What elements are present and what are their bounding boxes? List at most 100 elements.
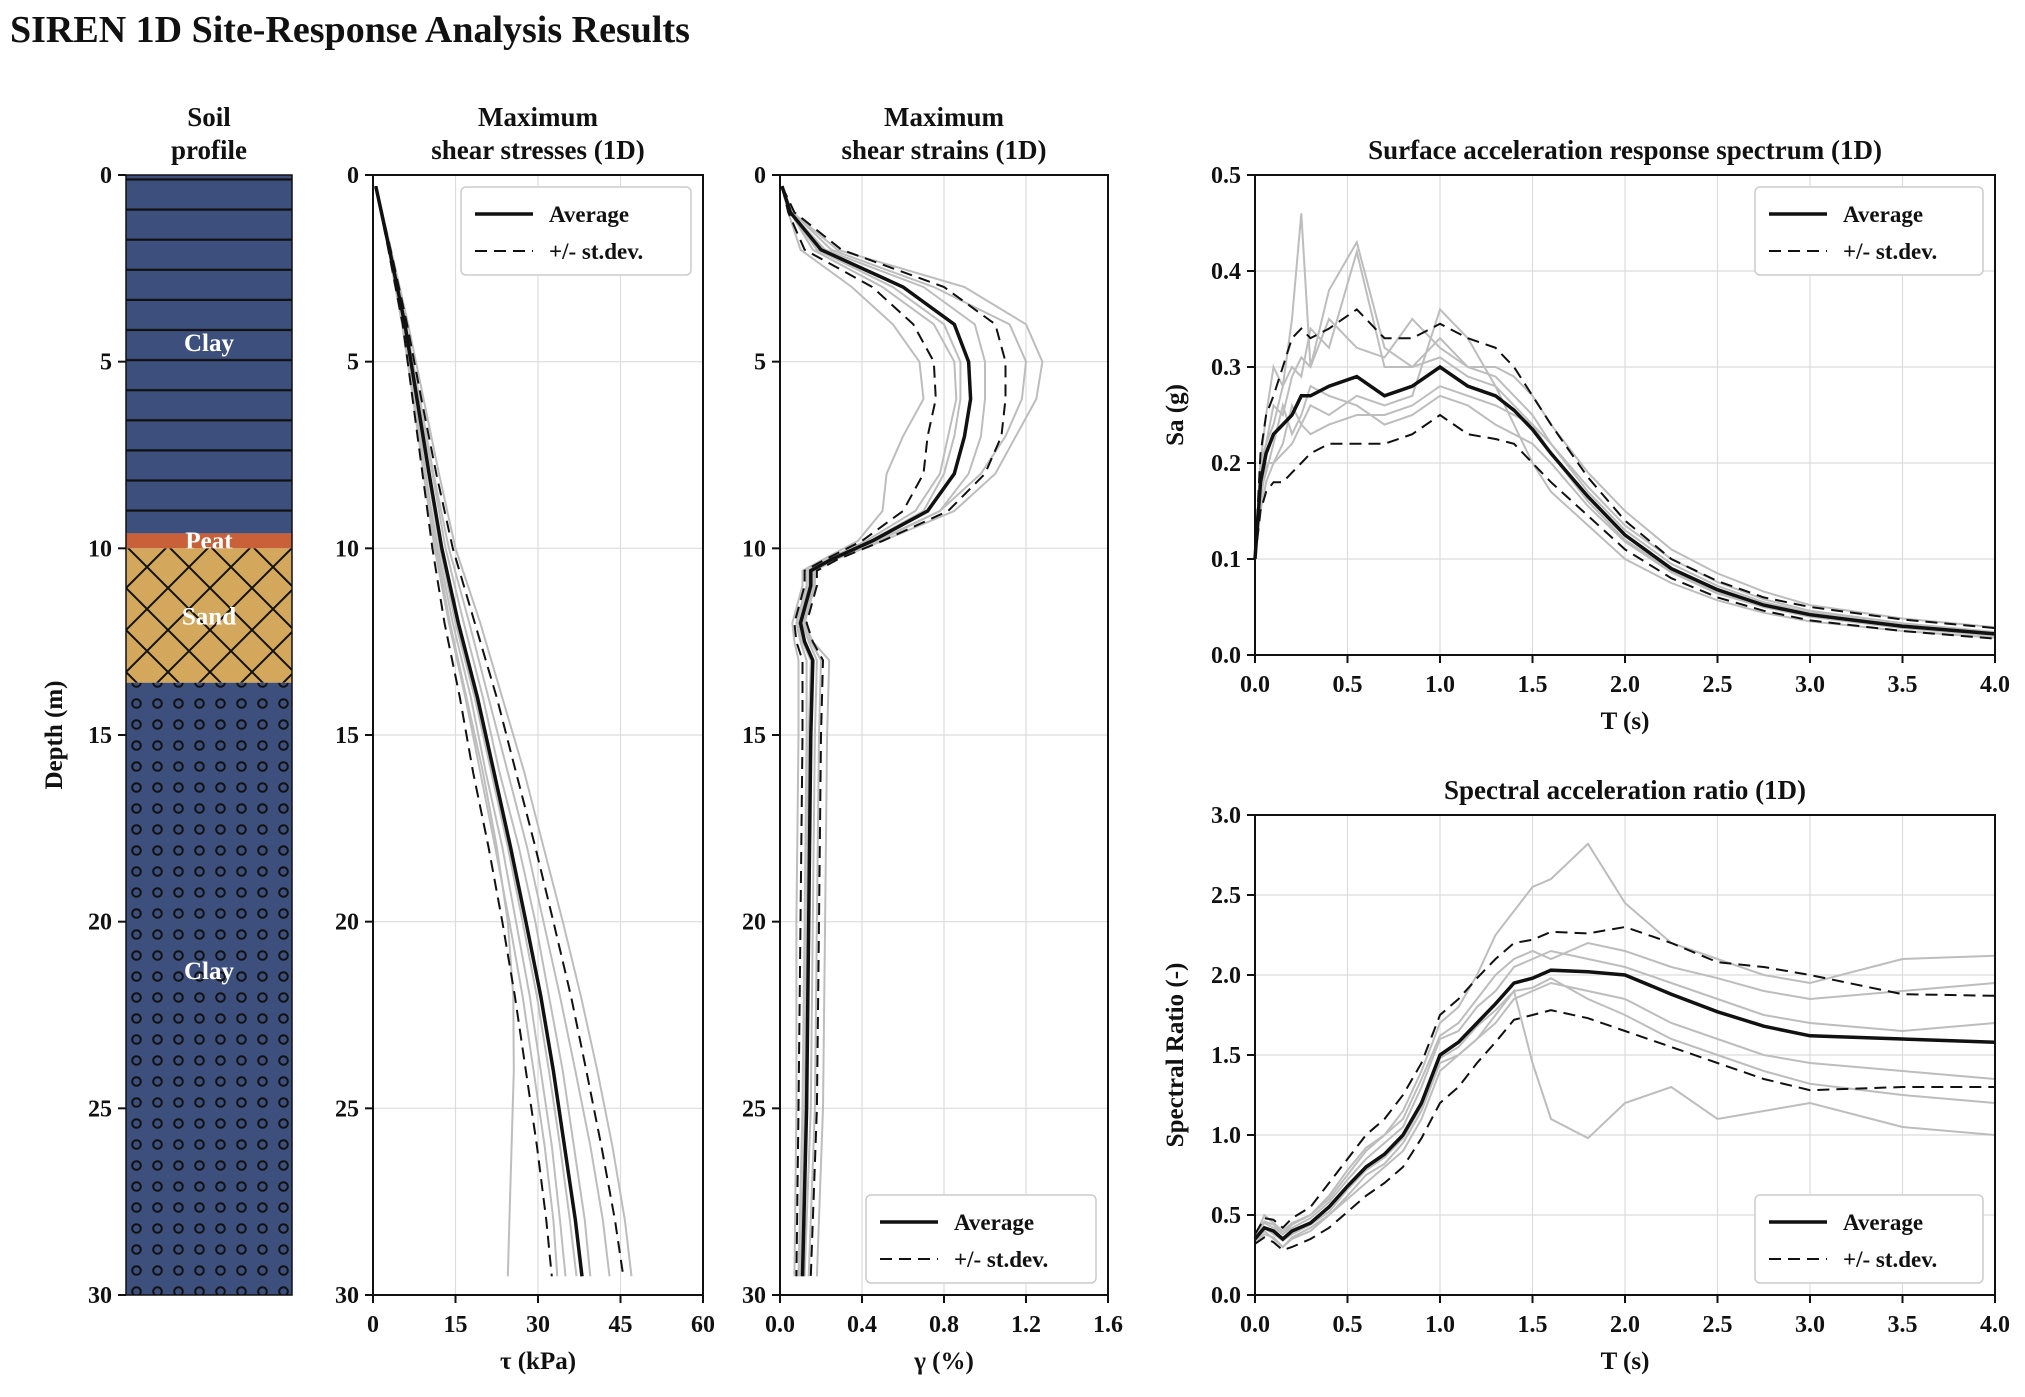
- c2-xtick-label-3: 1.5: [1518, 672, 1548, 698]
- soil-ytick-label-2: 10: [88, 536, 112, 562]
- c3-average-line: [1253, 968, 1996, 1242]
- soil-ytick-label-5: 25: [88, 1096, 112, 1122]
- c0-average-line: [374, 185, 584, 1277]
- c2-ytick-label-0: 0.0: [1211, 643, 1241, 669]
- soil-layer-3: [126, 682, 292, 1295]
- c2-title: Surface acceleration response spectrum (…: [1368, 135, 1882, 165]
- c2-ytick-label-3: 0.3: [1211, 355, 1241, 381]
- c2-average-line: [1253, 364, 1996, 636]
- c3-xtick-label-6: 3.0: [1795, 1312, 1825, 1338]
- c2-xtick-label-8: 4.0: [1980, 672, 2010, 698]
- c3-xtick-label-4: 2.0: [1610, 1312, 1640, 1338]
- c0-legend-average-label: Average: [549, 202, 629, 227]
- c0-ytick-label-4: 20: [335, 910, 359, 936]
- c0-x-axis-label: τ (kPa): [500, 1348, 576, 1375]
- c2-legend-stdev-label: +/- st.dev.: [1843, 239, 1937, 264]
- c2-legend-box: [1754, 186, 1984, 276]
- c3-x-axis-label: T (s): [1601, 1348, 1650, 1375]
- c3-legend-box: [1754, 1194, 1984, 1284]
- c0-title-line2: shear stresses (1D): [431, 135, 644, 165]
- c0-ytick-label-1: 5: [347, 350, 359, 376]
- soil-layer-0: [126, 175, 292, 534]
- c1-ytick-label-6: 30: [742, 1283, 766, 1309]
- c3-ytick-label-5: 2.5: [1211, 883, 1241, 909]
- c1-xtick-label-1: 0.4: [847, 1312, 877, 1338]
- soil-layer-1: [126, 533, 292, 549]
- c3-realization-line-4: [1254, 941, 1996, 1237]
- soil-profile-panel: ClayPeatSandClay051015202530SoilprofileD…: [41, 102, 293, 1309]
- soil-layer-label-2: Sand: [182, 604, 236, 631]
- c3-xtick-label-2: 1.0: [1425, 1312, 1455, 1338]
- c2-xtick-label-5: 2.5: [1703, 672, 1733, 698]
- c2-realization-line-3: [1254, 384, 1996, 637]
- soil-ytick-label-1: 5: [100, 350, 112, 376]
- c3-xtick-label-1: 0.5: [1333, 1312, 1363, 1338]
- c0-xtick-label-1: 15: [444, 1312, 468, 1338]
- c3-y-axis-label: Spectral Ratio (-): [1162, 963, 1189, 1148]
- c1-xtick-label-3: 1.2: [1011, 1312, 1041, 1338]
- c0-xtick-label-3: 45: [609, 1312, 633, 1338]
- c1-title-line2: shear strains (1D): [842, 135, 1047, 165]
- c3-ytick-label-3: 1.5: [1211, 1043, 1241, 1069]
- soil-layer-label-3: Clay: [184, 958, 235, 985]
- c3-xtick-label-0: 0.0: [1240, 1312, 1270, 1338]
- c0-xtick-label-0: 0: [367, 1312, 379, 1338]
- c2-realization-line-1: [1254, 307, 1996, 639]
- c1-realization-line-5: [781, 185, 962, 1277]
- c0-stdev-line-2: [374, 186, 553, 1277]
- c0-ytick-label-3: 15: [335, 723, 359, 749]
- c1-stdev-line-2: [781, 185, 937, 1277]
- c1-realization-line-4: [781, 185, 1028, 1277]
- c2-realization-line-0: [1254, 213, 1996, 634]
- soil-ytick-label-6: 30: [88, 1283, 112, 1309]
- c1-ytick-label-5: 25: [742, 1096, 766, 1122]
- c3-realization-line-5: [1254, 977, 1996, 1242]
- c2-xtick-label-2: 1.0: [1425, 672, 1455, 698]
- c2-ytick-label-2: 0.2: [1211, 451, 1241, 477]
- c2-xtick-label-1: 0.5: [1333, 672, 1363, 698]
- c2-y-axis-label: Sa (g): [1162, 384, 1189, 446]
- c3-realization-line-2: [1254, 949, 1996, 1236]
- c1-legend-stdev-label: +/- st.dev.: [954, 1247, 1048, 1272]
- c3-xtick-label-8: 4.0: [1980, 1312, 2010, 1338]
- c2-stdev-line-1: [1254, 308, 1996, 630]
- c0-realization-line-0: [374, 185, 515, 1277]
- spectral-ratio-chart: 0.0 0.5 1.0 1.5 2.0 2.5 3.0 3.5 4.0 0.0 0.5 1.0 1.5 2…: [1162, 775, 2010, 1375]
- soil-layer-2: [126, 548, 292, 683]
- c2-legend-average-label: Average: [1843, 202, 1923, 227]
- c1-ytick-label-4: 20: [742, 910, 766, 936]
- c1-legend-average-label: Average: [954, 1210, 1034, 1235]
- soil-ytick-label-4: 20: [88, 910, 112, 936]
- c0-realization-line-3: [374, 185, 567, 1277]
- c0-title-line1: Maximum: [478, 102, 598, 132]
- c1-legend-box: [865, 1194, 1097, 1284]
- c1-realization-line-3: [781, 185, 958, 1277]
- c1-realization-line-1: [781, 185, 925, 1277]
- soil-ytick-label-3: 15: [88, 723, 112, 749]
- c3-legend-average-label: Average: [1843, 1210, 1923, 1235]
- soil-ytick-label-0: 0: [100, 163, 112, 189]
- shear-strain-chart: 0.0 0.4 0.8 1.2 1.6 0 5 10 15 20 25 30 γ (%) Maximums…: [742, 102, 1123, 1375]
- c0-realization-line-5: [374, 185, 611, 1277]
- c2-stdev-line-2: [1254, 413, 1996, 640]
- c0-xtick-label-4: 60: [691, 1312, 715, 1338]
- c0-ytick-label-0: 0: [347, 163, 359, 189]
- c3-stdev-line-1: [1254, 925, 1996, 1235]
- c1-ytick-label-2: 10: [742, 536, 766, 562]
- c1-x-axis-label: γ (%): [913, 1348, 974, 1375]
- c2-xtick-label-7: 3.5: [1888, 672, 1918, 698]
- response-spectrum-chart: 0.0 0.5 1.0 1.5 2.0 2.5 3.0 3.5 4.0 0.0 0.1 0.2 0.3 0…: [1162, 135, 2010, 735]
- c3-ytick-label-2: 1.0: [1211, 1123, 1241, 1149]
- depth-axis-label: Depth (m): [41, 680, 68, 789]
- c3-realization-line-3: [1254, 981, 1996, 1249]
- c1-ytick-label-0: 0: [754, 163, 766, 189]
- c1-ytick-label-3: 15: [742, 723, 766, 749]
- c1-xtick-label-0: 0.0: [765, 1312, 795, 1338]
- c1-xtick-label-4: 1.6: [1093, 1312, 1123, 1338]
- c0-xtick-label-2: 30: [526, 1312, 550, 1338]
- soil-title-line1: Soil: [187, 102, 231, 132]
- c3-ytick-label-6: 3.0: [1211, 803, 1241, 829]
- page-title: SIREN 1D Site-Response Analysis Results: [10, 9, 690, 51]
- c0-legend-stdev-label: +/- st.dev.: [549, 239, 643, 264]
